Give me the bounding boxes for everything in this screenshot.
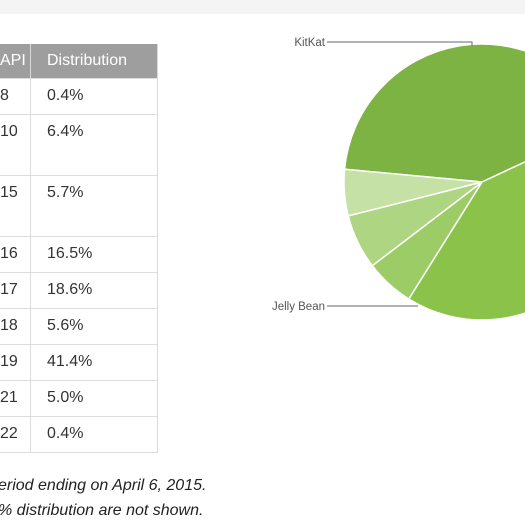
- table-row: 15 5.7%: [0, 175, 158, 237]
- api-cell: 21: [0, 380, 31, 417]
- pie-callouts: KitKat Jelly Bean: [272, 37, 473, 313]
- footnote-line-2: % distribution are not shown.: [0, 502, 204, 519]
- table-row: 19 41.4%: [0, 344, 158, 381]
- distribution-table: API Distribution 8 0.4% 10 6.4% 15 5.7% …: [0, 44, 158, 453]
- distribution-cell: 18.6%: [30, 272, 158, 309]
- api-cell: 17: [0, 272, 31, 309]
- distribution-cell: 5.6%: [30, 308, 158, 345]
- jelly-bean-label: Jelly Bean: [272, 301, 325, 313]
- pie-slice-4: [343, 168, 483, 217]
- table-row: 18 5.6%: [0, 308, 158, 345]
- kitkat-leader-line: [327, 41, 473, 46]
- distribution-cell: 41.4%: [30, 344, 158, 381]
- api-cell: 19: [0, 344, 31, 381]
- top-band: [0, 0, 525, 14]
- pie-slice-kitkat: [343, 43, 525, 183]
- api-cell: 18: [0, 308, 31, 345]
- kitkat-label: KitKat: [294, 37, 325, 49]
- distribution-cell: 16.5%: [30, 236, 158, 273]
- api-cell: 16: [0, 236, 31, 273]
- api-cell: 22: [0, 416, 31, 453]
- distribution-cell: 5.7%: [30, 175, 158, 237]
- table-row: 22 0.4%: [0, 416, 158, 453]
- footnote-line-1: eriod ending on April 6, 2015.: [0, 477, 207, 494]
- distribution-cell: 0.4%: [30, 416, 158, 453]
- header-distribution: Distribution: [30, 44, 158, 79]
- pie-slice-jelly-bean: [407, 161, 525, 321]
- api-cell: 15: [0, 175, 31, 237]
- table-row: 10 6.4%: [0, 114, 158, 176]
- table-row: 16 16.5%: [0, 236, 158, 273]
- pie-slices: [343, 43, 525, 321]
- distribution-cell: 6.4%: [30, 114, 158, 176]
- table-row: 17 18.6%: [0, 272, 158, 309]
- header-api: API: [0, 44, 31, 79]
- table-header-row: API Distribution: [0, 44, 158, 79]
